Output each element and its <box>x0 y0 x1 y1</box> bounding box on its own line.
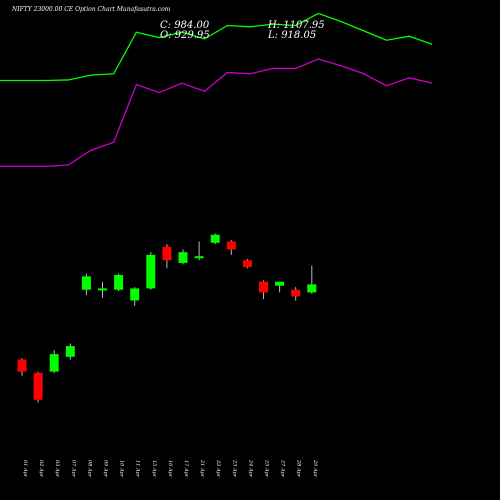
candle-body <box>291 289 301 297</box>
candle-body <box>146 254 156 289</box>
x-tick-label: 22 Apr <box>215 459 221 478</box>
candle <box>178 249 188 265</box>
candle <box>114 273 124 292</box>
open-value: O: 929.95 <box>160 30 210 41</box>
x-tick-label: 29 Apr <box>312 459 318 478</box>
candle-body <box>49 354 59 372</box>
x-tick-label: 11 Apr <box>135 460 141 478</box>
x-tick-label: 09 Apr <box>103 460 109 478</box>
candle <box>81 273 91 296</box>
candle-body <box>242 260 252 267</box>
candle-body <box>81 276 91 290</box>
x-tick-label: 21 Apr <box>199 459 205 478</box>
candle-body <box>307 284 317 293</box>
x-tick-label: 02 Apr <box>38 460 44 478</box>
x-tick-label: 17 Apr <box>183 460 189 478</box>
upper-band-line <box>0 12 433 82</box>
candle <box>130 287 140 306</box>
chart-title: NIFTY 23000.00 CE Option Chart Munafasut… <box>12 6 171 13</box>
candles <box>17 233 317 403</box>
candle <box>162 244 172 269</box>
lower-band-line <box>0 58 433 167</box>
x-tick-label: 27 Apr <box>280 459 286 478</box>
candle <box>65 343 75 360</box>
candle <box>259 280 268 300</box>
low-value: L: 918.05 <box>268 30 317 41</box>
candle-body <box>65 346 75 357</box>
candle <box>17 358 27 376</box>
close-value: C: 984.00 <box>160 20 210 31</box>
candle <box>291 287 301 301</box>
candle-body <box>162 246 172 261</box>
x-tick-label: 15 Apr <box>151 460 157 478</box>
candle <box>49 350 59 373</box>
x-tick-label: 08 Apr <box>86 460 92 478</box>
candle <box>210 233 220 245</box>
x-tick-label: 24 Apr <box>247 459 253 478</box>
candle-body <box>130 288 140 301</box>
candle-body <box>17 359 27 372</box>
candle <box>275 281 285 293</box>
candle <box>242 258 252 269</box>
candle-body <box>275 281 285 286</box>
candle <box>146 252 156 290</box>
x-tick-label: 10 Apr <box>119 460 125 478</box>
x-tick-label: 07 Apr <box>70 460 76 478</box>
candle <box>307 265 317 294</box>
band-lines <box>0 12 433 167</box>
candle-body <box>33 372 43 400</box>
candle-body <box>194 256 204 259</box>
candle <box>98 281 107 298</box>
candle <box>194 241 204 261</box>
candle <box>33 371 43 403</box>
candle-body <box>259 281 268 293</box>
candle-body <box>178 252 188 263</box>
x-tick-label: 23 Apr <box>231 459 237 478</box>
x-tick-label: 28 Apr <box>296 459 302 478</box>
candle-body <box>98 288 107 291</box>
x-axis-labels: 01 Apr 02 Apr 03 Apr 07 Apr 08 Apr 09 Apr 10 A… <box>22 459 318 478</box>
high-value: H: 1107.95 <box>268 20 325 31</box>
candle-body <box>114 275 124 290</box>
x-tick-label: 25 Apr <box>264 459 270 478</box>
x-tick-label: 16 Apr <box>167 460 173 478</box>
x-tick-label: 03 Apr <box>54 460 60 478</box>
candle-body <box>226 241 236 250</box>
candle-body <box>210 234 220 243</box>
x-tick-label: 01 Apr <box>22 460 28 478</box>
candle <box>226 240 236 255</box>
